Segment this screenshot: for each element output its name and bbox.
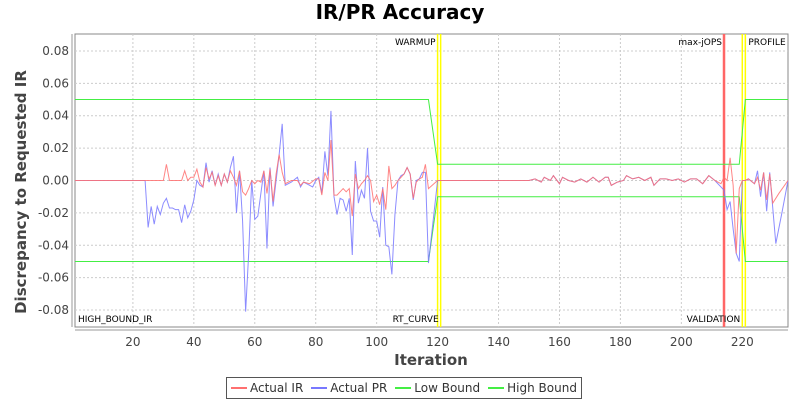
y-tick-label: 0.04: [42, 109, 69, 123]
legend-item: Actual IR: [231, 381, 303, 395]
legend-swatch: [231, 387, 247, 389]
x-axis-label: Iteration: [394, 351, 468, 369]
x-tick-label: 160: [548, 335, 571, 349]
x-tick-label: 140: [487, 335, 510, 349]
legend: Actual IR Actual PR Low Bound High Bound: [226, 377, 582, 399]
y-tick-label: 0.02: [42, 141, 69, 155]
legend-label: Actual IR: [250, 381, 304, 395]
x-tick-label: 120: [426, 335, 449, 349]
y-axis-label: Discrepancy to Requested IR: [12, 70, 30, 314]
x-tick-label: 220: [731, 335, 754, 349]
legend-swatch: [395, 387, 412, 389]
y-tick-label: -0.04: [38, 238, 69, 252]
y-tick-label: 0.00: [42, 174, 69, 188]
marker-label: PROFILE: [748, 38, 786, 48]
chart-title: IR/PR Accuracy: [315, 0, 485, 24]
marker-label: WARMUP: [395, 38, 436, 48]
legend-label: Actual PR: [330, 381, 388, 395]
series-line-actual-ir: [75, 139, 789, 254]
x-tick-label: 20: [125, 335, 140, 349]
x-tick-label: 100: [365, 335, 388, 349]
legend-label: High Bound: [507, 381, 577, 395]
legend-swatch: [488, 387, 505, 389]
x-tick-label: 200: [670, 335, 693, 349]
legend-item: Actual PR: [311, 381, 387, 395]
marker-label: VALIDATION: [687, 315, 741, 325]
x-tick-label: 80: [308, 335, 323, 349]
x-tick-label: 180: [609, 335, 632, 349]
markers: HIGH_BOUND_IR WARMUP RT_CURVE max-jOPS VALID…: [78, 34, 786, 327]
legend-label: Low Bound: [414, 381, 481, 395]
y-tick-label: -0.06: [38, 271, 69, 285]
y-tick-label: 0.06: [42, 76, 69, 90]
y-tick-label: -0.08: [38, 303, 69, 317]
x-tick-label: 40: [186, 335, 201, 349]
marker-label: HIGH_BOUND_IR: [78, 315, 152, 325]
y-tick-label: -0.02: [38, 206, 69, 220]
axes: 20 40 60 80 100 120 140 160 180 200 220 -0.08 -0.06 -…: [38, 34, 788, 349]
legend-swatch: [311, 387, 328, 389]
legend-item: Low Bound: [395, 381, 480, 395]
series-line-low-bound: [75, 196, 788, 262]
marker-label: max-jOPS: [678, 38, 722, 48]
marker-label: RT_CURVE: [393, 315, 439, 325]
series-lines: [75, 99, 789, 312]
grid: [74, 33, 789, 328]
y-tick-label: 0.08: [42, 44, 69, 58]
series-line-high-bound: [75, 99, 788, 165]
legend-item: High Bound: [488, 381, 577, 395]
x-tick-label: 60: [247, 335, 262, 349]
